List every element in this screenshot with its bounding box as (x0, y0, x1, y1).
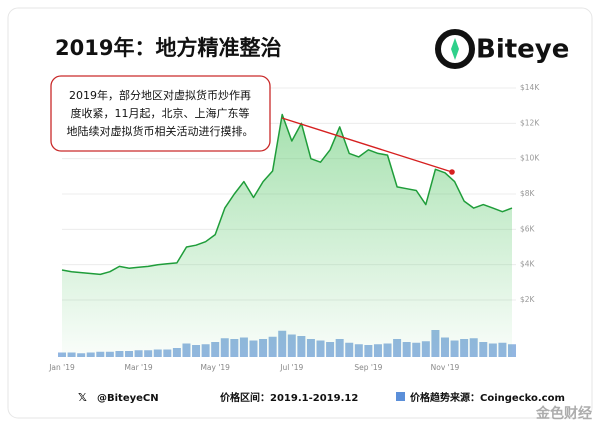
y-tick-label: $2K (520, 295, 536, 304)
x-tick-label: Mar '19 (125, 363, 153, 372)
x-tick-label: Sep '19 (354, 363, 382, 372)
y-tick-label: $8K (520, 189, 536, 198)
y-tick-label: $6K (520, 224, 536, 233)
y-tick-label: $12K (520, 118, 540, 127)
x-tick-label: Jan '19 (48, 363, 75, 372)
x-tick-label: Jul '19 (279, 363, 303, 372)
logo-text: Biteye (476, 35, 569, 65)
y-tick-label: $14K (520, 83, 540, 92)
annotation-box (50, 75, 271, 152)
annotation: 度收紧，11月起，北京、上海广东等 (71, 106, 250, 120)
chart-title: 2019年：地方精准整治 (55, 36, 281, 60)
logo: Biteye (435, 29, 569, 69)
y-tick-label: $10K (520, 154, 540, 163)
x-icon: 𝕏 (78, 391, 87, 404)
trend-dot (449, 169, 455, 175)
x-tick-label: Nov '19 (431, 363, 460, 372)
source: 价格趋势来源：Coingecko.com (410, 391, 565, 404)
watermark: 金色财经 (535, 405, 592, 422)
line (61, 113, 513, 276)
y-tick-label: $4K (520, 260, 536, 269)
x-tick-label: May '19 (200, 363, 230, 372)
handle: @BiteyeCN (97, 393, 159, 404)
trend-line (281, 117, 453, 173)
annotation: 地陆续对虚拟货币相关活动进行摸排。 (67, 124, 254, 138)
source-icon (396, 392, 405, 401)
period: 价格区间：2019.1-2019.12 (220, 391, 358, 404)
area (62, 114, 512, 357)
annotation: 2019年，部分地区对虚拟货币炒作再 (69, 88, 251, 102)
